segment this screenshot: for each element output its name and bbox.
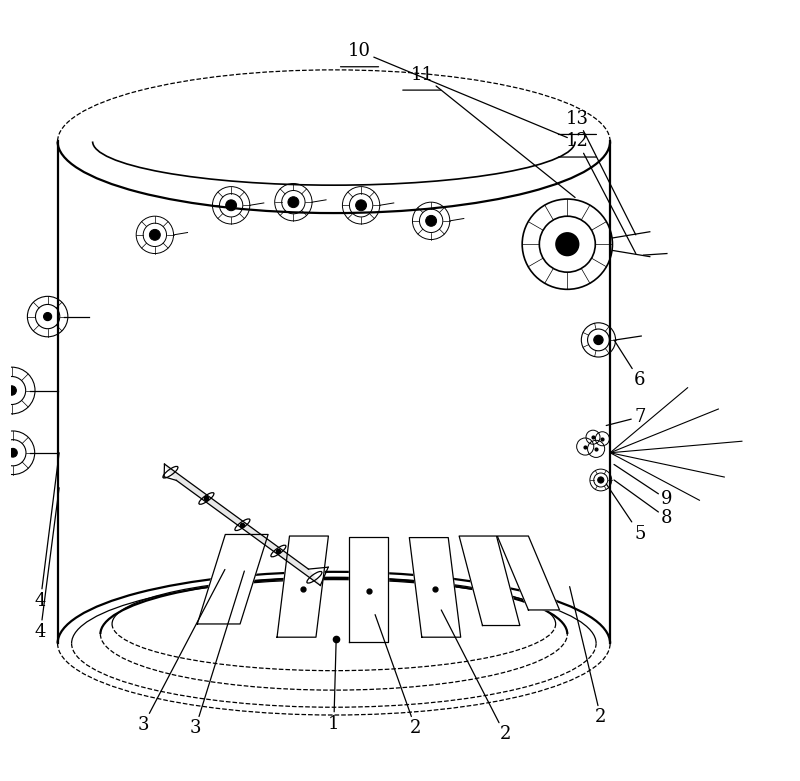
Circle shape	[9, 448, 18, 457]
Polygon shape	[459, 536, 520, 626]
Text: 1: 1	[328, 639, 340, 733]
Text: 9: 9	[614, 465, 673, 508]
Circle shape	[356, 200, 366, 211]
Polygon shape	[350, 537, 388, 642]
Circle shape	[594, 335, 603, 344]
Text: 2: 2	[570, 587, 606, 726]
Circle shape	[226, 200, 237, 211]
Text: 2: 2	[442, 610, 510, 744]
Polygon shape	[498, 536, 559, 610]
Polygon shape	[165, 464, 320, 586]
Circle shape	[43, 312, 52, 321]
Text: 6: 6	[614, 340, 646, 390]
Text: 4: 4	[34, 488, 59, 640]
Circle shape	[556, 233, 578, 255]
Text: 13: 13	[566, 110, 636, 235]
Circle shape	[598, 477, 604, 483]
Circle shape	[426, 216, 437, 226]
Circle shape	[7, 386, 16, 395]
Polygon shape	[277, 536, 329, 637]
Text: 5: 5	[606, 484, 646, 543]
Text: 4: 4	[34, 453, 59, 610]
Text: 7: 7	[606, 408, 646, 426]
Text: 12: 12	[566, 133, 636, 254]
Text: 11: 11	[410, 66, 575, 198]
Text: 8: 8	[614, 480, 673, 527]
Text: 10: 10	[348, 42, 567, 137]
Polygon shape	[198, 534, 268, 624]
Circle shape	[288, 197, 299, 208]
Text: 2: 2	[375, 615, 422, 737]
Polygon shape	[410, 537, 461, 637]
Circle shape	[150, 230, 160, 241]
Text: 3: 3	[138, 569, 225, 734]
Text: 3: 3	[190, 571, 244, 737]
